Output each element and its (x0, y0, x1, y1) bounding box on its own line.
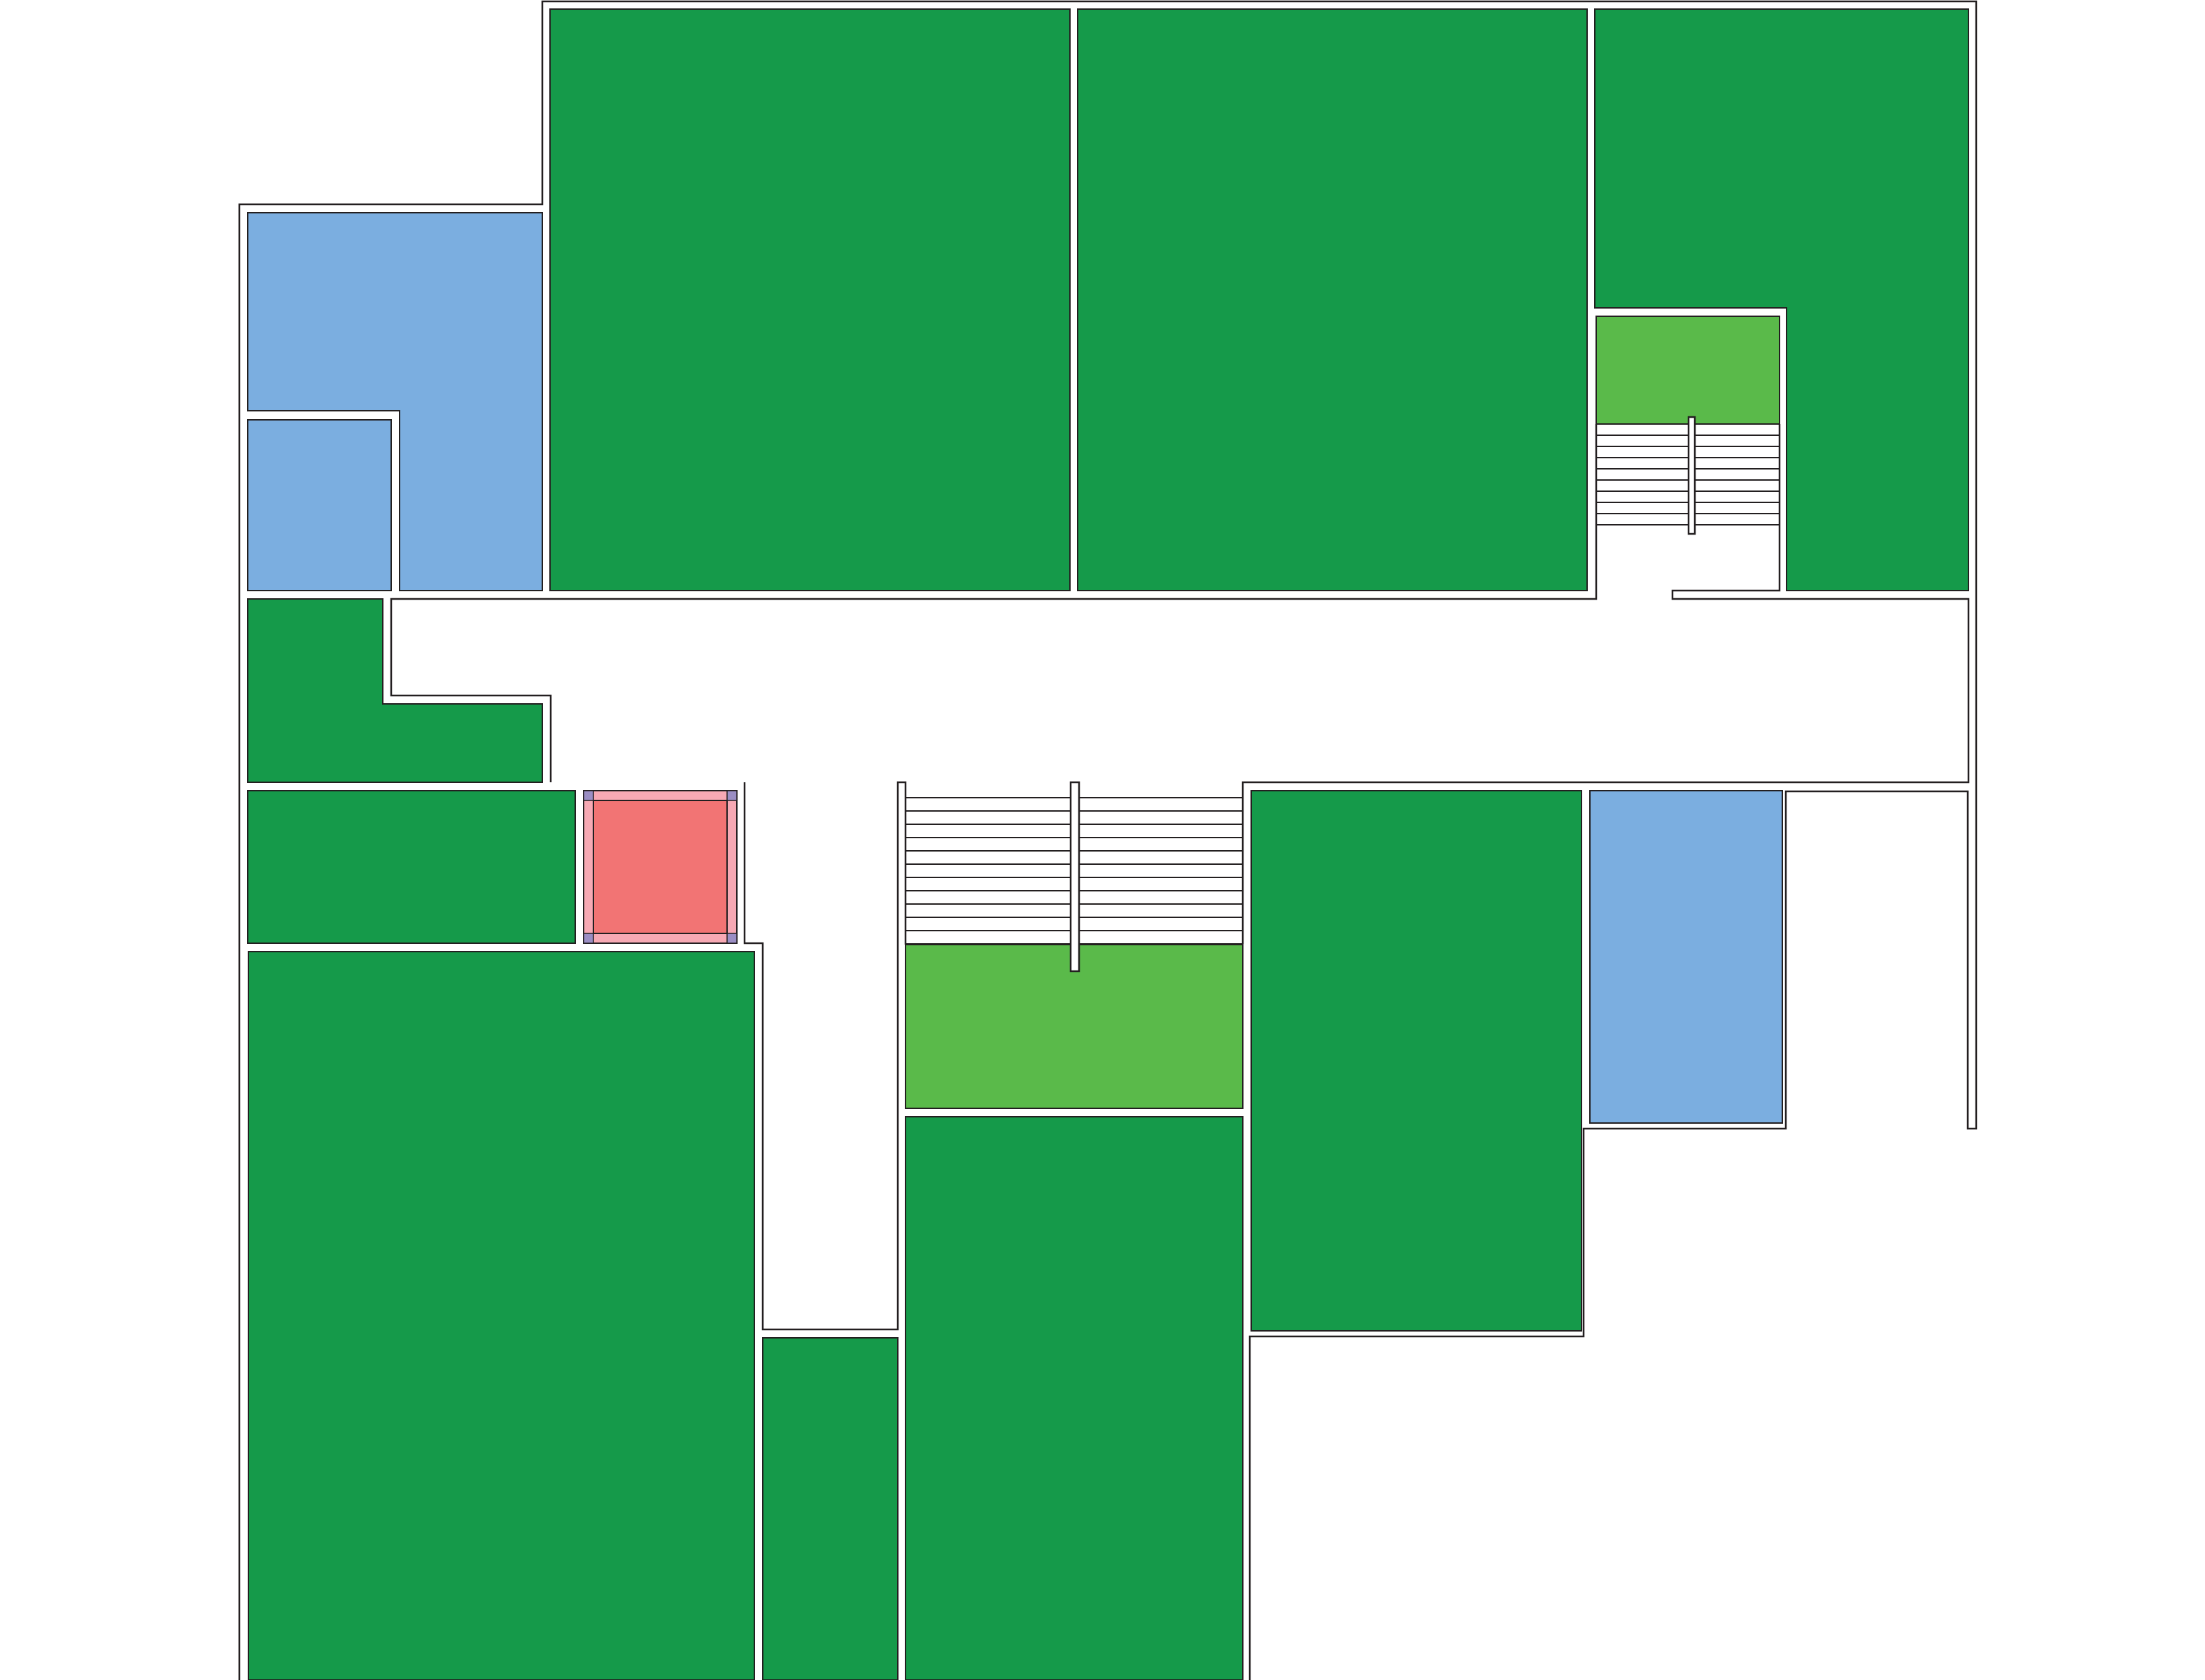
lift-corner-bl (583, 933, 594, 944)
room-right-blue (1589, 790, 1783, 1124)
room-top-right (1594, 8, 1969, 591)
room-upper-left-blue (247, 212, 543, 591)
room-top-1 (549, 8, 1071, 591)
stair-center (905, 781, 1244, 1109)
corridor-walls (390, 424, 1970, 1331)
corridor-wall-lift (743, 781, 907, 1331)
stair-handrail-center (1069, 781, 1080, 973)
stair-landing-upper (1595, 316, 1780, 425)
lift-shaft (583, 790, 738, 944)
lift-corner-br (726, 933, 738, 944)
room-left-notched (247, 598, 543, 783)
stair-upper-right (1595, 316, 1780, 535)
lift-corner-tr (726, 790, 738, 801)
room-bottom-left-large (248, 951, 755, 1680)
room-bottom-narrow (762, 1337, 899, 1680)
room-bottom-center (905, 1116, 1244, 1680)
rooms (247, 8, 1969, 1680)
corridor-wall-left (390, 424, 1598, 782)
room-upper-left-small-blue (247, 419, 392, 591)
stair-handrail-upper (1687, 416, 1696, 535)
room-top-2 (1077, 8, 1588, 591)
lift-corner-tl (583, 790, 594, 801)
room-left-middle (247, 790, 576, 944)
corridor-wall-upper (1241, 424, 1970, 944)
room-right-middle (1251, 790, 1582, 1332)
lift-car (593, 800, 728, 934)
